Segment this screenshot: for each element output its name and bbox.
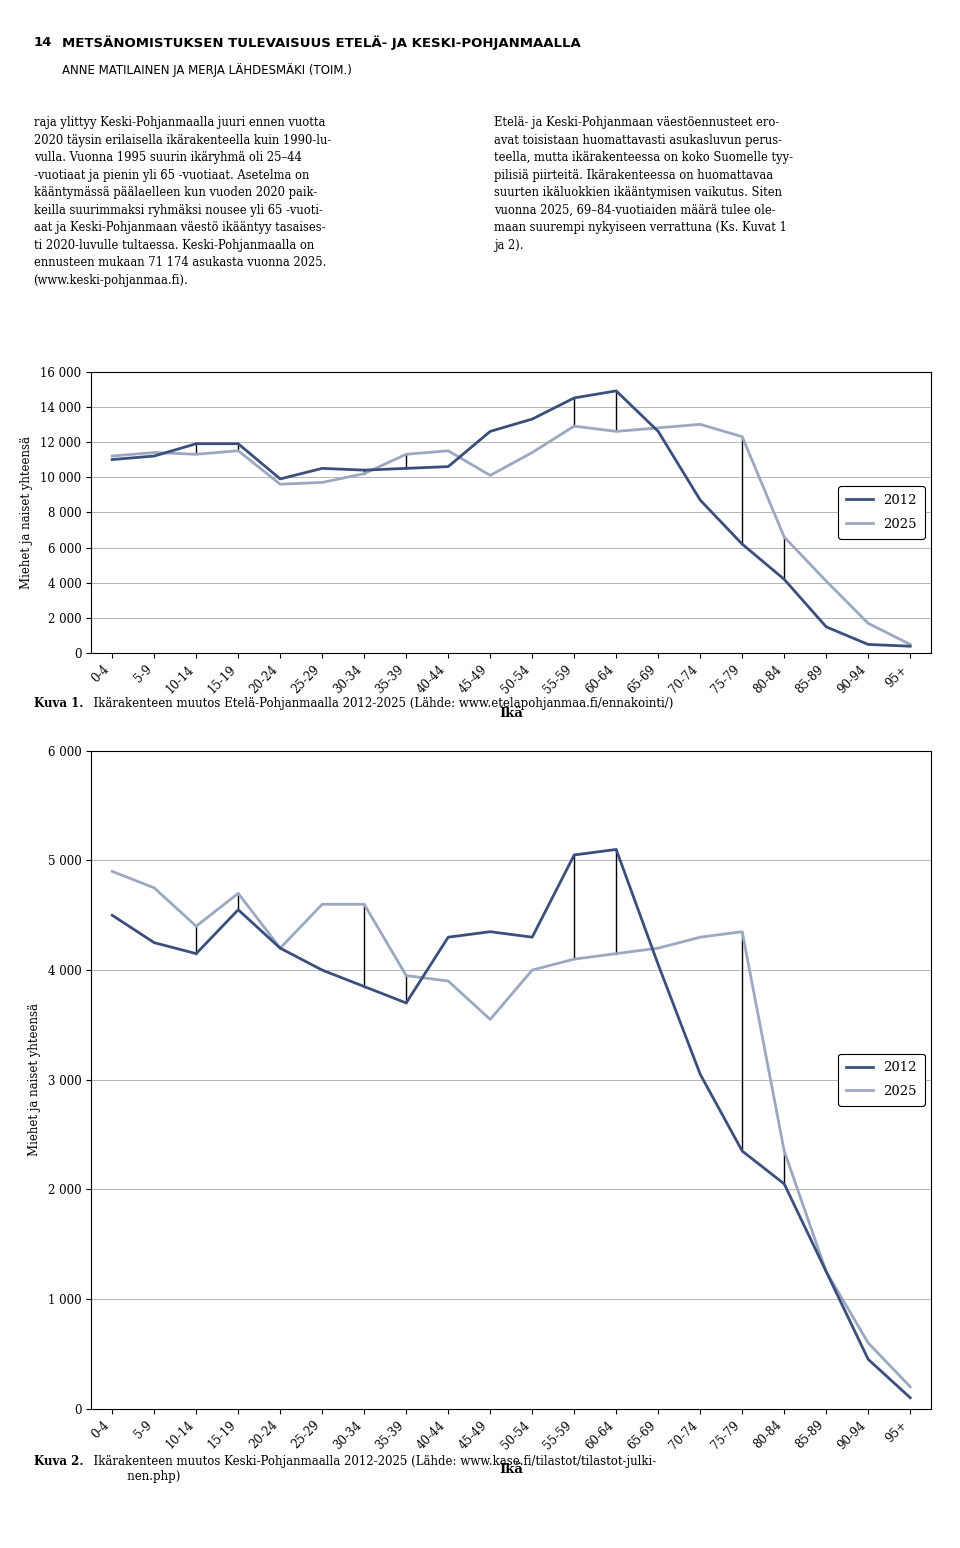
- Text: METSÄNOMISTUKSEN TULEVAISUUS ETELÄ- JA KESKI-POHJANMAALLA: METSÄNOMISTUKSEN TULEVAISUUS ETELÄ- JA K…: [62, 36, 581, 50]
- Text: 14: 14: [34, 36, 52, 48]
- Text: Kuva 1.: Kuva 1.: [34, 697, 83, 709]
- X-axis label: Ikä: Ikä: [499, 707, 523, 720]
- Y-axis label: Miehet ja naiset yhteensä: Miehet ja naiset yhteensä: [20, 437, 34, 588]
- Text: Ikärakenteen muutos Keski-Pohjanmaalla 2012-2025 (Lähde: www.kase.fi/tilastot/ti: Ikärakenteen muutos Keski-Pohjanmaalla 2…: [86, 1455, 657, 1483]
- X-axis label: Ikä: Ikä: [499, 1463, 523, 1475]
- Y-axis label: Miehet ja naiset yhteensä: Miehet ja naiset yhteensä: [28, 1003, 40, 1156]
- Text: ANNE MATILAINEN JA MERJA LÄHDESMÄKI (TOIM.): ANNE MATILAINEN JA MERJA LÄHDESMÄKI (TOI…: [62, 63, 352, 77]
- Text: raja ylittyy Keski-Pohjanmaalla juuri ennen vuotta
2020 täysin erilaisella ikära: raja ylittyy Keski-Pohjanmaalla juuri en…: [34, 116, 331, 286]
- Legend: 2012, 2025: 2012, 2025: [838, 1054, 924, 1105]
- Text: Ikärakenteen muutos Etelä-Pohjanmaalla 2012-2025 (Lähde: www.etelapohjanmaa.fi/e: Ikärakenteen muutos Etelä-Pohjanmaalla 2…: [86, 697, 674, 709]
- Text: Kuva 2.: Kuva 2.: [34, 1455, 84, 1468]
- Text: Etelä- ja Keski-Pohjanmaan väestöennusteet ero-
avat toisistaan huomattavasti as: Etelä- ja Keski-Pohjanmaan väestöennuste…: [494, 116, 793, 252]
- Legend: 2012, 2025: 2012, 2025: [838, 486, 924, 539]
